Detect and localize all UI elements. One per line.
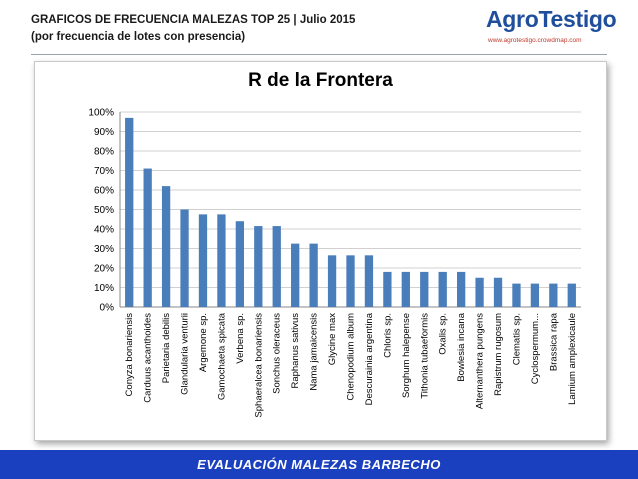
agrotestigo-logo: AgroTestigo www.agrotestigo.crowdmap.com xyxy=(486,6,617,48)
bar xyxy=(401,271,410,307)
footer-bar: EVALUACIÓN MALEZAS BARBECHO xyxy=(0,450,638,479)
x-tick-label: Parietaria debilis xyxy=(161,313,172,383)
x-tick-label: Brassica rapa xyxy=(548,312,559,371)
footer-text: EVALUACIÓN MALEZAS BARBECHO xyxy=(197,457,441,472)
logo-url: www.agrotestigo.crowdmap.com xyxy=(488,37,582,44)
x-tick-label: Conyza bonariensis xyxy=(124,313,135,397)
bar xyxy=(217,214,226,307)
bar xyxy=(567,283,576,307)
x-tick-label: Sonchus oleraceus xyxy=(272,313,283,394)
bar xyxy=(475,277,484,307)
y-tick-label: 90% xyxy=(94,127,114,138)
bar xyxy=(383,271,392,307)
bar xyxy=(235,221,245,307)
chart-panel: R de la Frontera 0% 10% 20% 30% 40% 50% 60% 70%… xyxy=(34,61,607,441)
bar xyxy=(143,168,152,307)
bar xyxy=(254,226,263,307)
y-tick-label: 0% xyxy=(100,303,115,314)
page-title: GRAFICOS DE FRECUENCIA MALEZAS TOP 25 | … xyxy=(31,14,356,26)
x-tick-label: Bowlesia incana xyxy=(456,312,467,381)
logo-name: AgroTestigo xyxy=(486,6,617,32)
x-tick-label: Sphaeralcea bonariensis xyxy=(253,313,264,418)
x-tick-label: Oxalis sp. xyxy=(438,313,449,355)
x-tick-label: Cyclospermum... xyxy=(530,313,541,384)
y-tick-label: 100% xyxy=(88,108,114,119)
bar xyxy=(291,243,300,307)
x-tick-label: Rapistrum rugosum xyxy=(493,313,504,396)
bar xyxy=(180,209,189,307)
bar xyxy=(456,271,466,307)
x-tick-label: Raphanus sativus xyxy=(290,313,301,389)
bar xyxy=(364,255,374,307)
bar xyxy=(530,283,540,307)
bar xyxy=(125,117,134,307)
x-tick-label: Lamium amplexicaule xyxy=(567,313,578,405)
y-tick-label: 50% xyxy=(94,205,114,216)
y-tick-label: 30% xyxy=(94,244,114,255)
x-tick-label: Verbena sp. xyxy=(235,313,246,364)
x-tick-label: Argemone sp. xyxy=(198,313,209,372)
bar xyxy=(493,277,503,307)
x-tick-label: Glandularia venturii xyxy=(180,313,191,395)
bar xyxy=(161,186,171,307)
x-tick-label: Descurainia argentina xyxy=(364,312,375,405)
bar xyxy=(309,243,318,307)
x-tick-label: Alternanthera pungens xyxy=(475,313,486,409)
x-tick-label: Glycine max xyxy=(327,313,338,366)
x-tick-label: Sorghum halepense xyxy=(401,313,412,398)
bar-chart: 0% 10% 20% 30% 40% 50% 60% 70% 80% 90% 100% Conyza … xyxy=(88,108,581,418)
bar xyxy=(420,271,429,307)
bar xyxy=(198,214,208,307)
bar xyxy=(438,271,447,307)
page-subtitle: (por frecuencia de lotes con presencia) xyxy=(31,31,246,43)
y-tick-label: 80% xyxy=(94,147,114,158)
header-divider xyxy=(31,54,607,55)
y-tick-label: 60% xyxy=(94,186,114,197)
x-tick-label: Clematis sp. xyxy=(511,313,522,365)
bar xyxy=(272,226,281,307)
x-tick-label: Tithonia tubaeformis xyxy=(419,313,430,399)
x-tick-label: Chenopodium album xyxy=(346,313,357,401)
bar xyxy=(512,283,521,307)
y-tick-label: 40% xyxy=(94,225,114,236)
bar xyxy=(346,255,355,307)
y-tick-label: 20% xyxy=(94,264,114,275)
x-tick-label: Gamochaeta spicata xyxy=(216,312,227,400)
y-tick-label: 70% xyxy=(94,166,114,177)
y-tick-label: 10% xyxy=(94,283,114,294)
bar xyxy=(327,255,337,307)
chart-title: R de la Frontera xyxy=(248,70,393,91)
bar xyxy=(549,283,558,307)
x-tick-label: Nama jamaicensis xyxy=(309,313,320,391)
x-tick-label: Carduus acanthoides xyxy=(143,313,154,403)
x-tick-label: Chloris sp. xyxy=(382,313,393,358)
